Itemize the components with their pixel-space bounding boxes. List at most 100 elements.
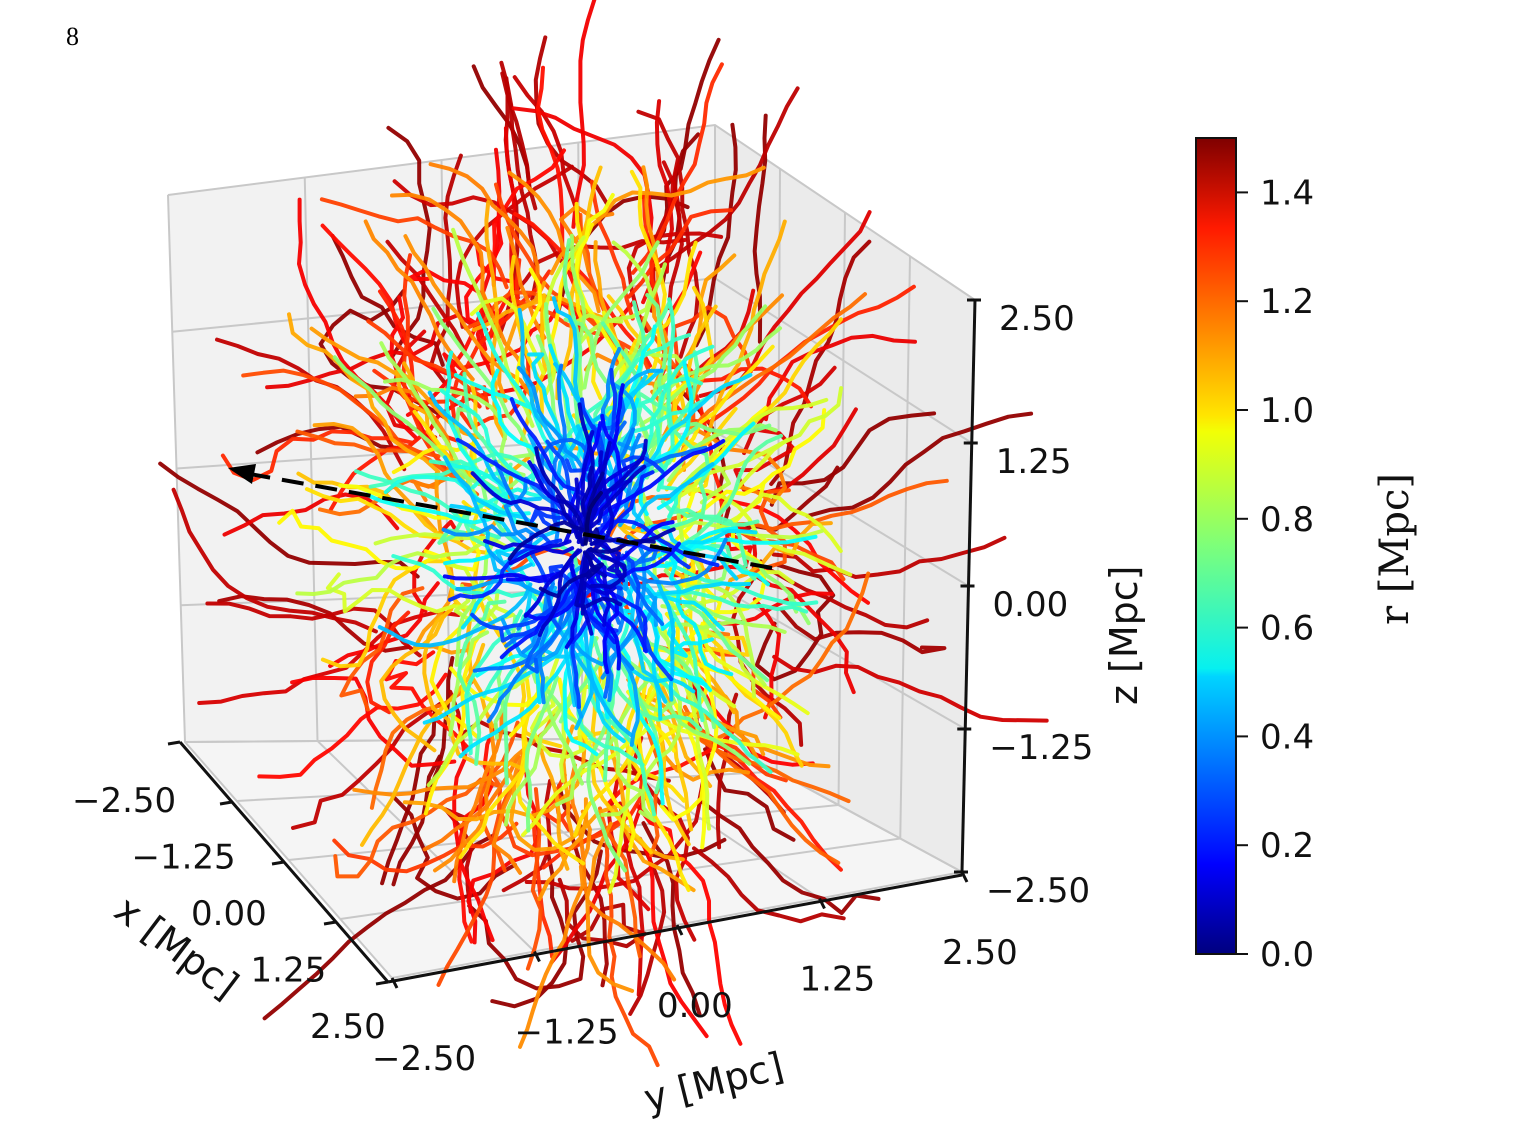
y-tick-label: −2.50 <box>372 1039 476 1079</box>
y-tick-label: −1.25 <box>515 1013 619 1053</box>
trajectory-line <box>319 197 509 290</box>
trajectory-line <box>668 619 787 634</box>
colorbar-tick-label: 1.4 <box>1260 173 1314 213</box>
x-tick-label: 0.00 <box>191 894 267 934</box>
trajectory-line <box>563 317 653 448</box>
trajectory-line <box>325 572 487 614</box>
trajectory-line <box>641 821 702 1017</box>
trajectory-line <box>650 526 739 568</box>
trajectory-line <box>538 550 604 599</box>
trajectory-line <box>365 610 411 715</box>
trajectory-line <box>364 492 531 525</box>
trajectory-line <box>584 562 622 671</box>
x-tick-label: −1.25 <box>132 838 236 878</box>
trajectory-line <box>626 537 728 586</box>
trajectory-line <box>543 676 584 786</box>
trajectory-line <box>383 377 520 476</box>
trajectory-line <box>587 539 656 554</box>
y-tick <box>390 977 399 989</box>
trajectory-line <box>462 371 504 500</box>
trajectory-line <box>591 541 681 579</box>
trajectory-line <box>328 581 440 668</box>
trajectory-line <box>483 539 575 555</box>
trajectory-line <box>752 597 782 720</box>
trajectory-line <box>585 821 635 993</box>
trajectory-line <box>507 170 601 314</box>
trajectory-line <box>764 333 917 422</box>
trajectory-line <box>516 365 589 482</box>
trajectory-line <box>390 192 529 376</box>
trajectory-line <box>380 710 437 886</box>
arrow-head <box>228 464 256 484</box>
trajectory-line <box>620 553 674 682</box>
trajectory-line <box>600 518 720 568</box>
trajectory-line <box>549 165 766 276</box>
trajectory-line <box>458 704 540 860</box>
y-tick <box>675 924 684 936</box>
trajectory-line <box>587 441 612 532</box>
trajectory-line <box>600 638 683 817</box>
trajectory-line <box>385 239 467 353</box>
colorbar-tick-label: 0.8 <box>1260 500 1314 540</box>
y-tick <box>533 950 541 963</box>
trajectory-line <box>604 833 660 1068</box>
trajectory-line <box>377 582 533 648</box>
trajectory-line <box>518 809 592 1049</box>
trajectory-line <box>754 562 836 682</box>
trajectory-line <box>664 561 819 607</box>
trajectory-line <box>338 483 487 520</box>
trajectory-line <box>730 478 949 531</box>
z-tick-label: 1.25 <box>996 442 1072 482</box>
trajectory-line <box>772 654 1049 723</box>
trajectory-line <box>654 99 674 274</box>
trajectory-line <box>534 446 585 547</box>
trajectory-line <box>632 583 725 632</box>
x-tick <box>375 980 389 986</box>
trajectory-line <box>451 227 535 428</box>
trajectory-line <box>742 365 837 456</box>
trajectory-line <box>386 125 432 359</box>
trajectory-line <box>241 368 441 459</box>
trajectory-line <box>354 469 501 540</box>
trajectory-line <box>255 424 405 455</box>
trajectory-line <box>574 547 623 609</box>
trajectory-line <box>222 492 400 537</box>
trajectory-line <box>562 238 583 447</box>
arrow-shaft <box>249 472 773 570</box>
trajectory-line <box>689 552 811 626</box>
trajectory-line <box>609 634 665 806</box>
trajectory-line <box>467 849 603 991</box>
axis-lines <box>167 298 981 989</box>
x-tick-label: −2.50 <box>72 781 176 821</box>
trajectory-line <box>668 514 748 568</box>
trajectory-line <box>291 701 443 830</box>
y-tick-label: 0.00 <box>657 986 733 1026</box>
trajectory-line <box>580 649 657 817</box>
x-tick-label: 1.25 <box>251 951 327 991</box>
trajectory-line <box>779 607 947 655</box>
trajectories <box>158 0 1049 1068</box>
trajectory-line <box>684 602 770 683</box>
trajectory-line <box>332 821 519 874</box>
trajectory-line <box>535 334 560 430</box>
trajectory-line <box>531 810 555 959</box>
trajectory-line <box>360 642 486 847</box>
y-tick-label: 2.50 <box>942 933 1018 973</box>
y-tick-label: 1.25 <box>800 960 876 1000</box>
colorbar-label: r [Mpc] <box>1372 473 1418 625</box>
trajectory-line <box>472 592 567 673</box>
trajectory-line <box>600 439 726 517</box>
z-tick-label: −1.25 <box>989 728 1093 768</box>
colorbar-tick-label: 1.0 <box>1260 391 1314 431</box>
trajectory-line <box>571 240 653 397</box>
y-tick <box>818 897 826 910</box>
trajectory-line <box>290 675 457 768</box>
trajectory-line <box>373 532 508 549</box>
trajectory-line <box>571 0 597 229</box>
trajectory-line <box>503 636 599 827</box>
z-axis-label: z [Mpc] <box>1102 566 1146 705</box>
trajectory-line <box>486 587 583 724</box>
trajectory-line <box>491 750 526 875</box>
trajectory-line <box>353 385 454 502</box>
